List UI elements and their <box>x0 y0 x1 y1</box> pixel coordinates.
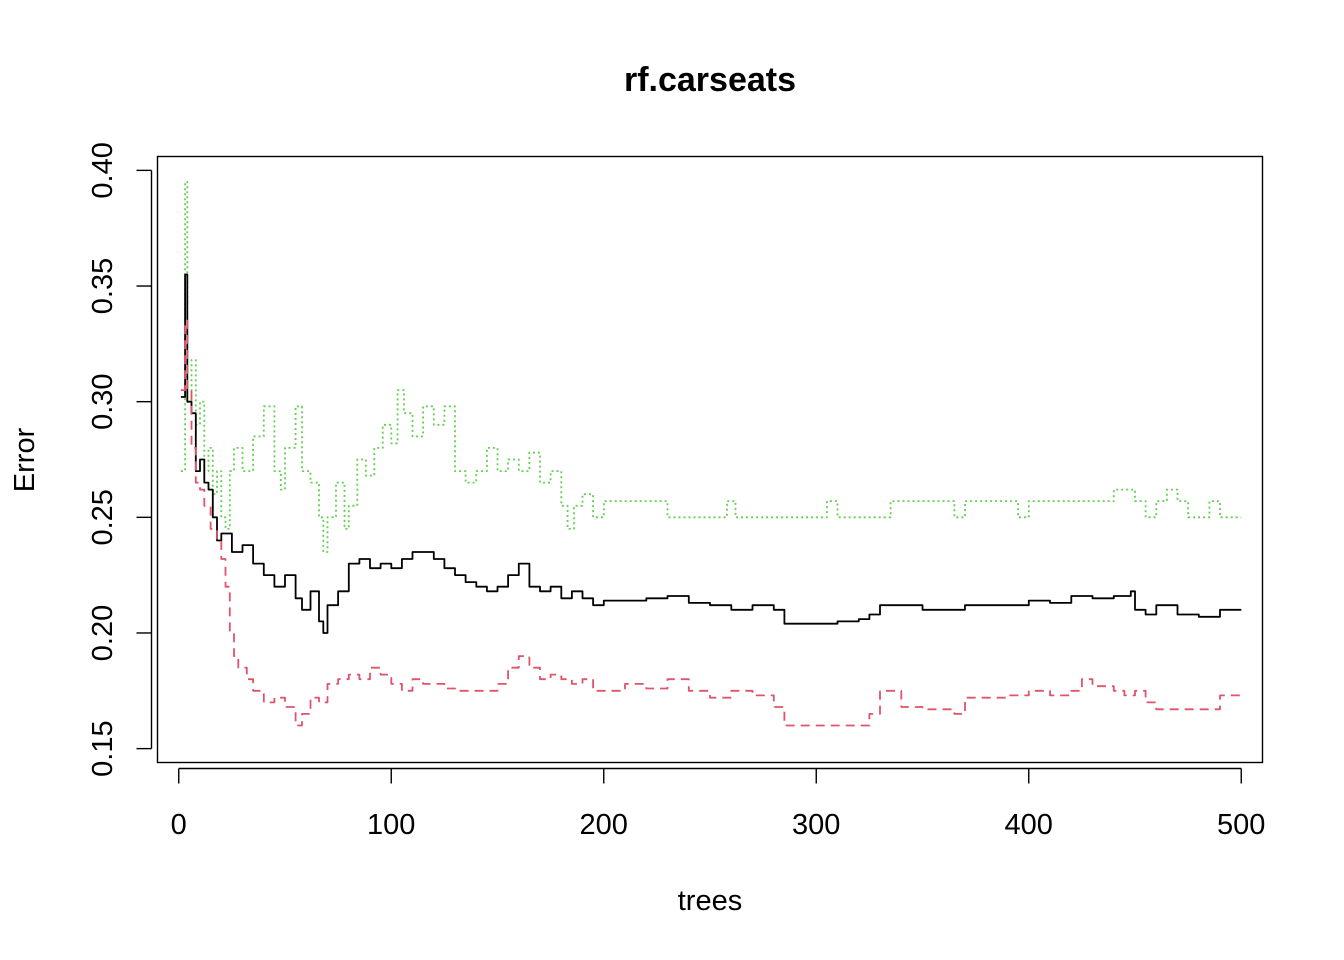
y-tick-label: 0.15 <box>87 720 119 776</box>
y-tick-label: 0.25 <box>87 489 119 545</box>
x-axis-label: trees <box>678 885 742 917</box>
series-line-dotted <box>180 181 1242 553</box>
x-tick-label: 500 <box>1217 809 1265 841</box>
x-tick-label: 200 <box>580 809 628 841</box>
plot-frame <box>156 155 1264 764</box>
x-tick-label: 0 <box>171 809 187 841</box>
x-axis: 0 100 200 300 400 500 <box>171 767 1265 841</box>
chart-title: rf.carseats <box>624 61 796 99</box>
series-line-solid <box>180 273 1242 634</box>
series-layer <box>180 181 1242 727</box>
y-tick-label: 0.30 <box>87 373 119 429</box>
y-tick-label: 0.20 <box>87 605 119 661</box>
y-axis: 0.15 0.20 0.25 0.30 0.35 0.40 <box>87 142 153 777</box>
y-axis-label: Error <box>9 427 41 492</box>
y-tick-label: 0.35 <box>87 258 119 314</box>
x-tick-label: 400 <box>1005 809 1053 841</box>
x-tick-label: 100 <box>367 809 415 841</box>
y-tick-label: 0.40 <box>87 142 119 198</box>
series-line-dashed <box>180 319 1242 727</box>
x-tick-label: 300 <box>792 809 840 841</box>
